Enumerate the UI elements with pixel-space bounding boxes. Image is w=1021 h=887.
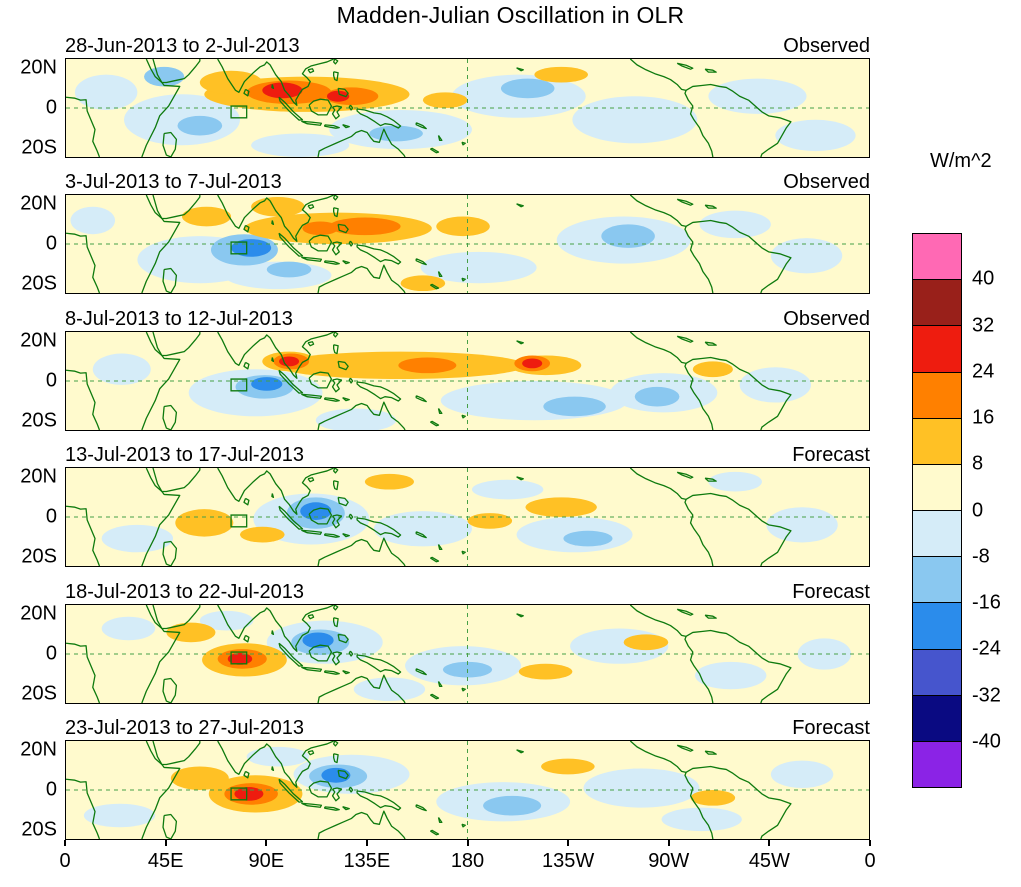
map-svg	[66, 605, 869, 703]
y-tick-20n: 20N	[20, 738, 57, 761]
colorbar-tick-label: 32	[972, 314, 995, 336]
map-plot	[65, 331, 870, 431]
y-tick-20n: 20N	[20, 329, 57, 352]
x-tick-label: 45E	[147, 850, 184, 872]
x-tick-label: 0	[59, 850, 71, 872]
map-plot	[65, 740, 870, 840]
x-tick-mark	[365, 840, 368, 846]
x-tick-mark	[466, 840, 469, 846]
panel-source-label: Observed	[783, 171, 870, 193]
panel-forecast-2: 18-Jul-2013 to 22-Jul-2013 Forecast 20N …	[20, 581, 870, 705]
panel-period-label: 28-Jun-2013 to 2-Jul-2013	[65, 35, 300, 57]
colorbar-cell	[913, 556, 961, 603]
colorbar-tick-label: 0	[972, 499, 984, 521]
map-plot	[65, 58, 870, 158]
x-tick-mark	[567, 840, 570, 846]
y-tick-0: 0	[45, 96, 57, 119]
panel-period-label: 23-Jul-2013 to 27-Jul-2013	[65, 717, 305, 739]
panel-period-label: 8-Jul-2013 to 12-Jul-2013	[65, 308, 293, 330]
colorbar-tick-labels: 40 32 24 16 8 0 -8 -16 -24 -32 -40	[972, 233, 1020, 788]
panel-forecast-1: 13-Jul-2013 to 17-Jul-2013 Forecast 20N …	[20, 444, 870, 568]
colorbar-tick-label: -32	[972, 684, 1001, 706]
colorbar-cell	[913, 463, 961, 511]
y-tick-20n: 20N	[20, 602, 57, 625]
y-tick-20n: 20N	[20, 465, 57, 488]
colorbar-cell	[913, 279, 961, 326]
panel-observed-1: 28-Jun-2013 to 2-Jul-2013 Observed 20N 0…	[20, 35, 870, 159]
colorbar-unit-label: W/m^2	[930, 150, 992, 172]
colorbar-tick-label: 24	[972, 360, 995, 383]
colorbar-tick-label: 8	[972, 452, 984, 475]
colorbar-cell	[913, 371, 961, 418]
colorbar-cell	[913, 648, 961, 695]
panel-source-label: Forecast	[792, 444, 870, 466]
y-tick-20s: 20S	[21, 545, 57, 568]
panel-source-label: Observed	[783, 35, 870, 57]
panel-source-label: Forecast	[792, 581, 870, 603]
y-tick-0: 0	[45, 369, 57, 392]
colorbar-tick-label: 40	[972, 267, 995, 290]
map-plot	[65, 467, 870, 567]
panel-header: 8-Jul-2013 to 12-Jul-2013 Observed	[65, 308, 870, 331]
colorbar-cell	[913, 325, 961, 372]
colorbar	[912, 233, 962, 788]
panel-source-label: Observed	[783, 308, 870, 330]
chart-title: Madden-Julian Oscillation in OLR	[336, 2, 685, 28]
panel-period-label: 18-Jul-2013 to 22-Jul-2013	[65, 581, 305, 603]
map-plot	[65, 194, 870, 294]
map-svg	[66, 741, 869, 839]
x-tick-mark	[869, 840, 871, 846]
x-tick-label: 45W	[748, 850, 790, 872]
y-tick-0: 0	[45, 232, 57, 255]
x-tick-mark	[768, 840, 771, 846]
map-svg	[66, 195, 869, 293]
colorbar-tick-label: 16	[972, 406, 995, 429]
panel-header: 3-Jul-2013 to 7-Jul-2013 Observed	[65, 171, 870, 194]
y-tick-20s: 20S	[21, 272, 57, 295]
colorbar-cell	[913, 417, 961, 464]
colorbar-tick-label: -8	[972, 545, 990, 568]
map-svg	[66, 59, 869, 157]
panel-observed-2: 3-Jul-2013 to 7-Jul-2013 Observed 20N 0 …	[20, 171, 870, 295]
x-tick-label: 90W	[648, 850, 690, 872]
colorbar-cell	[913, 234, 961, 280]
colorbar-tick-label: -16	[972, 591, 1001, 614]
x-tick-label: 135W	[542, 850, 595, 872]
x-tick-label: 180	[450, 850, 485, 872]
panel-observed-3: 8-Jul-2013 to 12-Jul-2013 Observed 20N 0…	[20, 308, 870, 432]
x-tick-label: 135E	[343, 850, 391, 872]
colorbar-cell	[913, 510, 961, 557]
x-tick-mark	[164, 840, 167, 846]
y-tick-20s: 20S	[21, 682, 57, 705]
x-tick-mark	[667, 840, 670, 846]
panel-header: 28-Jun-2013 to 2-Jul-2013 Observed	[65, 35, 870, 58]
x-tick-label: 90E	[248, 850, 285, 872]
y-tick-0: 0	[45, 778, 57, 801]
y-tick-0: 0	[45, 505, 57, 528]
colorbar-cell	[913, 602, 961, 649]
map-plot	[65, 604, 870, 704]
colorbar-cell	[913, 740, 961, 788]
panel-period-label: 3-Jul-2013 to 7-Jul-2013	[65, 171, 282, 193]
x-tick-mark	[265, 840, 268, 846]
colorbar-tick-label: -24	[972, 637, 1001, 660]
panel-header: 23-Jul-2013 to 27-Jul-2013 Forecast	[65, 717, 870, 740]
y-tick-20n: 20N	[20, 192, 57, 215]
x-tick-label: 0	[864, 850, 876, 872]
y-tick-20s: 20S	[21, 136, 57, 159]
map-svg	[66, 332, 869, 430]
y-tick-20s: 20S	[21, 818, 57, 841]
colorbar-cell	[913, 694, 961, 741]
panel-header: 13-Jul-2013 to 17-Jul-2013 Forecast	[65, 444, 870, 467]
panel-period-label: 13-Jul-2013 to 17-Jul-2013	[65, 444, 305, 466]
panel-forecast-3: 23-Jul-2013 to 27-Jul-2013 Forecast 20N …	[20, 717, 870, 841]
map-svg	[66, 468, 869, 566]
y-tick-0: 0	[45, 642, 57, 665]
x-tick-mark	[64, 840, 66, 846]
colorbar-tick-label: -40	[972, 730, 1001, 753]
y-tick-20n: 20N	[20, 56, 57, 79]
panel-header: 18-Jul-2013 to 22-Jul-2013 Forecast	[65, 581, 870, 604]
panel-source-label: Forecast	[792, 717, 870, 739]
y-tick-20s: 20S	[21, 409, 57, 432]
